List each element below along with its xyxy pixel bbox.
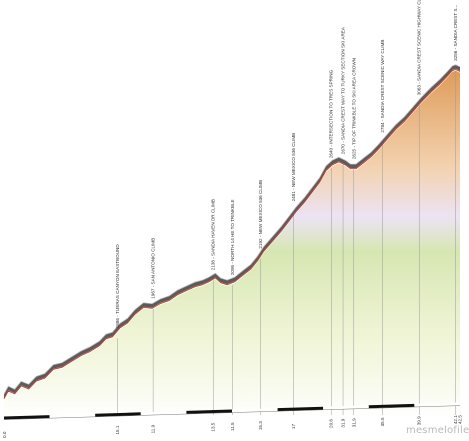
distance-label: 15.3 [258, 421, 263, 430]
distance-label: 31.9 [351, 418, 356, 427]
road-top-edge [3, 64, 461, 395]
distance-label: 13.5 [211, 422, 216, 431]
baseline-segment [231, 408, 278, 413]
marker-label: 1886 - TIJERAS CANYON EASTBOUND [115, 244, 120, 329]
distance-label: 11.9 [151, 424, 156, 433]
distance-label: 39.9 [417, 416, 422, 425]
marker-guide-layer [117, 70, 456, 415]
profile-fill-layer [4, 70, 460, 419]
marker-label: 2670 - SANDIA CREST WAY TO TURKY SECTION… [341, 26, 346, 154]
baseline-segment [323, 405, 369, 410]
baseline-layer [3, 402, 461, 420]
baseline-segment [368, 403, 415, 409]
road-layer [3, 64, 461, 399]
marker-label: 2640 - INTERSECTION TO TRES SPRING [329, 69, 334, 158]
distance-label: 15.1 [115, 425, 120, 434]
baseline-segment [277, 406, 324, 412]
marker-label: 2481 - NEW MEXICO 536 CLIMB [291, 133, 296, 202]
distance-label: 17 [291, 424, 296, 430]
distance-label: 11.5 [230, 422, 235, 431]
road-red-edge [3, 68, 461, 399]
brand-watermark: mesmelofile [406, 425, 469, 436]
baseline-segment [414, 402, 461, 407]
marker-label: 2192 - NEW MEXICO 536 CLIMB [258, 180, 263, 249]
profile-area [4, 70, 460, 419]
marker-label: 2625 - TIP OF TRINKBLE TO SKI AREA CROWN [351, 58, 356, 159]
baseline-segment [49, 413, 96, 419]
baseline-edge [3, 405, 461, 420]
marker-label-layer: 1886 - TIJERAS CANYON EASTBOUND 1967 - SA… [115, 0, 458, 328]
distance-label: 20.6 [329, 419, 334, 428]
marker-label: 1967 - SAN ANTONIO CLIMB [151, 238, 156, 299]
marker-label: 2095 - NORTH 14 HE TO TRINKBLE [230, 199, 235, 275]
baseline-segment [186, 409, 233, 414]
marker-label: 2138 - SANDIA HAVEN DR CLIMB [211, 199, 216, 270]
distance-label-layer: 15.1 11.9 13.5 11.5 15.3 17 20.6 31.9 31.9 35.5 39… [2, 415, 463, 438]
baseline-segment [95, 412, 141, 417]
marker-label: 2784 - SANDIA CREST SCENIC WAY CLIMB [380, 40, 385, 133]
marker-label: 3256 - SANDIA CREST S... [453, 5, 458, 61]
start-distance-label: 0.0 [2, 431, 7, 438]
end-distance-label: 42.5 [458, 415, 463, 424]
distance-label: 42.1 [453, 415, 458, 424]
baseline-segment [140, 410, 187, 416]
distance-label: 31.9 [341, 418, 346, 427]
baseline-segment [3, 415, 50, 420]
distance-label: 35.5 [380, 417, 385, 426]
marker-label: 3063 - SANDIA CREST SCENIC HIGHWAY CLIMB [417, 0, 422, 95]
